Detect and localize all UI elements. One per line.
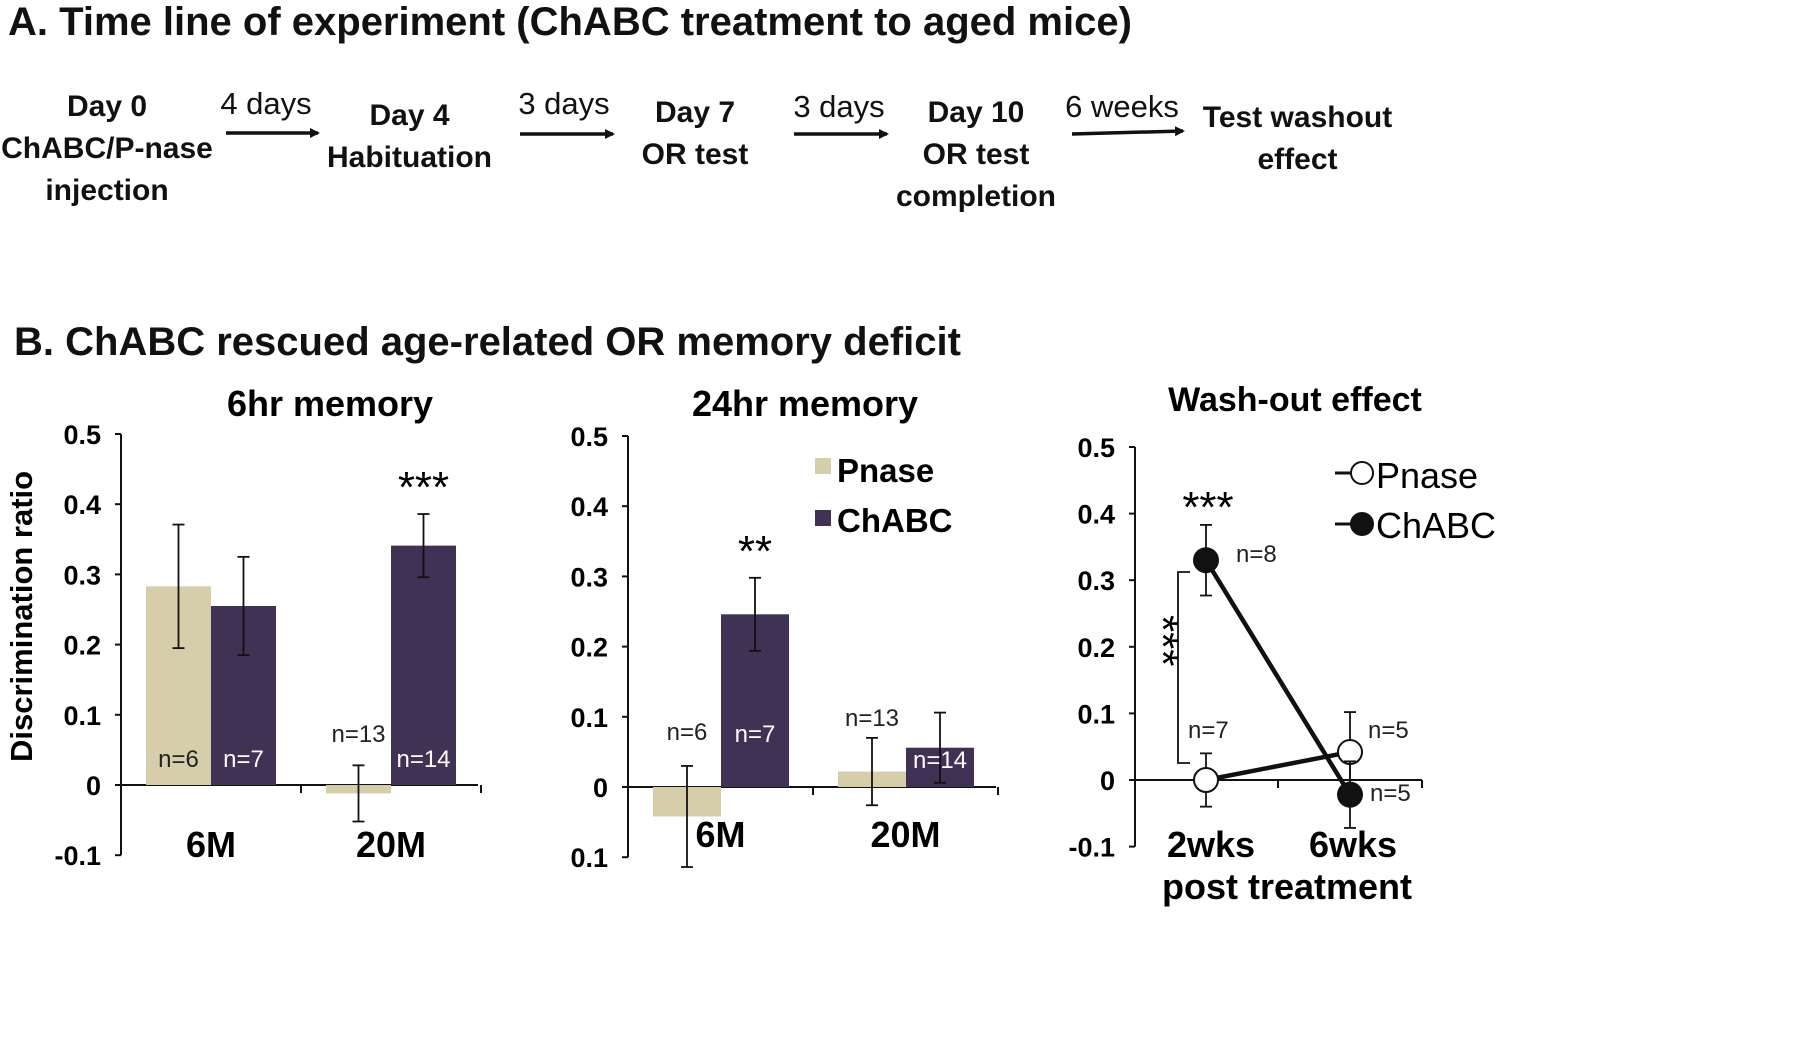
legend-label-pnase: Pnase: [1376, 455, 1478, 496]
legend-swatch-chabc: [815, 510, 831, 526]
n-label: n=13: [845, 705, 899, 732]
step-line: Habituation: [327, 141, 492, 174]
point-chabc-6wks: [1337, 781, 1363, 808]
x-category-label: 20M: [870, 814, 940, 855]
y-tick-label: 0.3: [63, 560, 101, 590]
n-label: n=13: [331, 721, 385, 748]
step-line: Day 4: [369, 99, 450, 132]
y-tick-label: 0.1: [570, 703, 608, 733]
n-label: n=7: [735, 721, 776, 748]
y-tick-label: 0.3: [1077, 566, 1115, 596]
y-tick-label: -0.1: [1068, 833, 1115, 863]
x-category-label: 6M: [695, 814, 745, 855]
chart-title: 6hr memory: [227, 383, 433, 424]
panel-a-title-text: Time line of experiment (ChABC treatment…: [59, 0, 1132, 44]
step-line: ChABC/P-nase: [1, 132, 213, 165]
interval-label-3: 3 days: [793, 89, 885, 124]
y-tick-label: 0: [1100, 766, 1115, 796]
timeline-step-day4: Day 4 Habituation: [322, 95, 497, 179]
y-tick-label: 0.2: [63, 631, 101, 661]
timeline-step-washout: Test washout effect: [1190, 97, 1405, 181]
significance-bracket: [1177, 571, 1190, 764]
panel-b-title-text: ChABC rescued age-related OR memory defi…: [65, 320, 961, 364]
y-tick-label: 0.3: [570, 562, 608, 592]
point-pnase-2wks: [1193, 767, 1219, 793]
panel-a-label: A.: [8, 0, 48, 44]
chart-24hr-memory: 0.5 0.4 0.3 0.2 0.1 0 0.1 24hr memory n=6 n=7 6M n=…: [570, 383, 999, 873]
n-label: n=6: [667, 719, 708, 746]
x-category-label: 6M: [186, 824, 236, 865]
legend-label-pnase: Pnase: [837, 452, 934, 489]
y-tick-label: 0: [593, 773, 608, 803]
y-tick-label: 0.5: [1077, 433, 1115, 463]
chart-washout-effect: 0.5 0.4 0.3 0.2 0.1 0 -0.1 Wash-out effect n=8 n=…: [1068, 381, 1496, 907]
y-tick-label: 0.4: [63, 490, 101, 520]
n-label: n=5: [1368, 717, 1409, 744]
y-tick-label: 0.1: [63, 701, 101, 731]
timeline-arrows: [226, 126, 1185, 139]
point-chabc-2wks: [1193, 547, 1219, 574]
step-line: completion: [895, 180, 1056, 213]
timeline-step-day10: Day 10 OR test completion: [885, 92, 1067, 218]
x-category-label: 6wks: [1309, 824, 1397, 865]
legend-marker-pnase: [1350, 461, 1374, 485]
significance-stars: ***: [1182, 483, 1233, 532]
n-label: n=8: [1236, 541, 1277, 568]
step-line: Day 10: [927, 96, 1025, 129]
chart-title: 24hr memory: [692, 383, 918, 424]
n-label: n=7: [223, 746, 264, 773]
significance-stars: ***: [398, 463, 449, 512]
chart-title: Wash-out effect: [1168, 381, 1422, 419]
y-tick-label: -0.1: [54, 841, 101, 871]
timeline-step-day0: Day 0 ChABC/P-nase injection: [0, 86, 214, 212]
step-line: injection: [45, 174, 169, 207]
arrow-4: [1071, 126, 1185, 137]
bar-chabc-20m: [391, 545, 456, 785]
step-line: OR test: [641, 138, 749, 171]
step-line: OR test: [922, 138, 1030, 171]
chart-6hr-memory: Discrimination ratio 0.5 0.4 0.3 0.2 0.1 0 -0.1…: [4, 383, 482, 871]
y-tick-label: 0.4: [1077, 500, 1115, 530]
step-line: Test washout: [1202, 101, 1393, 134]
significance-stars: **: [738, 527, 772, 576]
panel-a-title: A. Time line of experiment (ChABC treatm…: [8, 0, 1132, 45]
point-pnase-6wks: [1337, 739, 1363, 766]
y-tick-label: 0.4: [570, 492, 608, 522]
n-label: n=6: [158, 746, 199, 773]
n-label: n=14: [396, 746, 450, 773]
panel-b-label: B.: [14, 320, 54, 364]
y-tick-label: 0.5: [63, 420, 101, 450]
interval-label-2: 3 days: [518, 86, 610, 121]
series-line-chabc: [1204, 559, 1352, 796]
step-line: Day 7: [654, 96, 736, 129]
legend-swatch-pnase: [815, 458, 831, 474]
step-line: Day 0: [66, 90, 148, 123]
y-tick-label: 0: [86, 771, 101, 801]
n-label: n=14: [913, 747, 967, 774]
step-line: effect: [1257, 143, 1338, 176]
interval-label-4: 6 weeks: [1065, 89, 1179, 124]
panel-b-title: B. ChABC rescued age-related OR memory d…: [14, 320, 961, 365]
x-category-label: 20M: [356, 824, 426, 865]
n-label: n=7: [1188, 717, 1229, 744]
y-tick-label: 0.2: [1077, 633, 1115, 663]
y-tick-label: 0.2: [570, 633, 608, 663]
interval-label-1: 4 days: [220, 86, 312, 121]
y-tick-label: 0.5: [570, 422, 608, 452]
y-axis-label: Discrimination ratio: [4, 471, 39, 762]
n-label: n=5: [1370, 780, 1411, 807]
y-tick-label: 0.1: [1077, 699, 1115, 729]
x-category-label: 2wks: [1167, 824, 1255, 865]
legend-marker-chabc: [1350, 512, 1374, 536]
x-axis-label: post treatment: [1162, 866, 1412, 907]
y-tick-label: 0.1: [570, 843, 608, 873]
legend-label-chabc: ChABC: [837, 502, 952, 539]
significance-stars-bracket: ***: [1138, 615, 1187, 666]
timeline-step-day7: Day 7 OR test: [625, 92, 765, 176]
legend-label-chabc: ChABC: [1376, 505, 1496, 546]
